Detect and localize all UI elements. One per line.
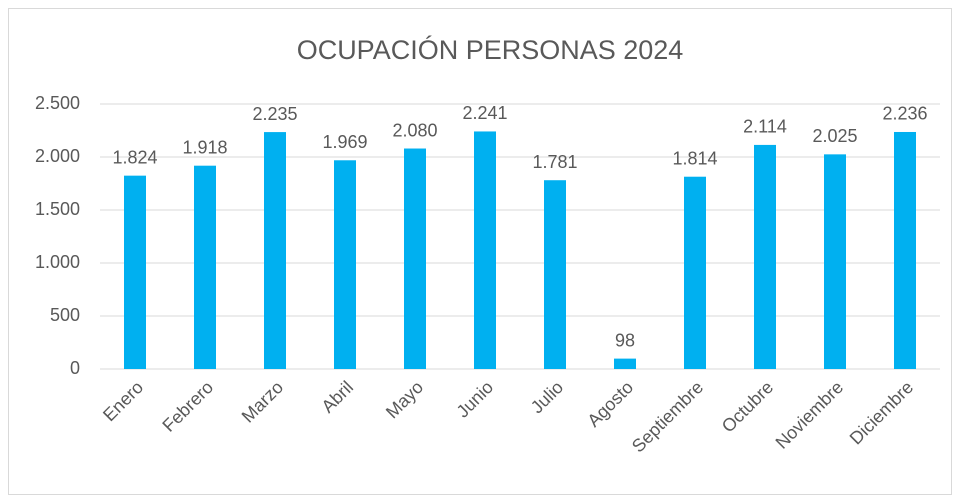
data-label: 2.236: [882, 104, 927, 124]
bar: [824, 154, 846, 369]
data-label: 2.241: [462, 103, 507, 123]
bar: [614, 358, 636, 369]
bar: [124, 175, 146, 369]
y-tick-label: 1.500: [35, 199, 80, 219]
bar: [754, 144, 776, 369]
bar: [684, 176, 706, 369]
data-label: 1.814: [672, 148, 717, 168]
data-label: 2.080: [392, 120, 437, 140]
data-label: 1.781: [532, 152, 577, 172]
data-label: 1.918: [182, 137, 227, 157]
bar: [194, 165, 216, 369]
bar: [404, 148, 426, 369]
bar: [544, 180, 566, 369]
bar: [264, 132, 286, 369]
data-label: 2.114: [743, 117, 787, 137]
bar: [894, 131, 916, 369]
bar: [474, 131, 496, 369]
data-label: 2.025: [812, 126, 857, 146]
bar: [334, 160, 356, 369]
chart-title: OCUPACIÓN PERSONAS 2024: [297, 34, 684, 65]
y-tick-label: 500: [50, 305, 80, 325]
data-label: 98: [615, 330, 635, 350]
y-tick-label: 1.000: [35, 252, 80, 272]
data-label: 1.824: [112, 147, 157, 167]
y-tick-label: 2.500: [35, 93, 80, 113]
data-label: 1.969: [322, 132, 367, 152]
data-label: 2.235: [252, 104, 297, 124]
y-tick-label: 0: [70, 358, 80, 378]
y-tick-label: 2.000: [35, 146, 80, 166]
